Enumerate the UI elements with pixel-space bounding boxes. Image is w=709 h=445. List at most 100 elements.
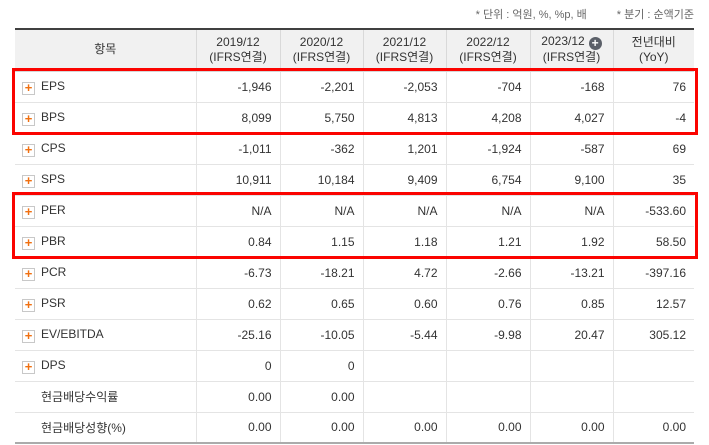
row-label: PER: [41, 202, 66, 217]
table-cell: 0.00: [195, 381, 280, 413]
row-label: 현금배당성향(%): [41, 420, 126, 435]
table-cell: -168: [529, 71, 613, 103]
expand-row-icon[interactable]: +: [22, 329, 35, 343]
table-cell: 0.84: [195, 226, 280, 258]
row-label-cell: + CPS: [15, 133, 196, 165]
table-cell: N/A: [195, 195, 280, 227]
row-label: EV/EBITDA: [41, 326, 104, 341]
table-cell: 0.00: [362, 412, 446, 444]
expand-row-icon[interactable]: +: [22, 236, 35, 250]
table-cell: 1.15: [279, 226, 363, 258]
expand-row-icon[interactable]: +: [22, 360, 35, 374]
table-body: + EPS -1,946 -2,201 -2,053 -704 -168 76 +…: [15, 71, 694, 444]
column-header-2022-12: 2022/12 (IFRS연결): [445, 28, 530, 72]
table-cell: -18.21: [279, 257, 363, 289]
table-cell: -587: [529, 133, 613, 165]
table-cell: N/A: [529, 195, 613, 227]
expand-row-icon[interactable]: +: [22, 298, 35, 312]
table-cell: 1.21: [445, 226, 530, 258]
table-cell: [529, 381, 613, 413]
table-cell: -1,011: [195, 133, 280, 165]
per-share-metrics-table: 항목 2019/12 (IFRS연결) 2020/12 (IFRS연결) 202…: [15, 28, 694, 444]
table-cell: 0.00: [529, 412, 613, 444]
table-cell: 1,201: [362, 133, 446, 165]
table-cell: 5,750: [279, 102, 363, 134]
table-cell: -13.21: [529, 257, 613, 289]
column-header-item: 항목: [15, 28, 196, 72]
table-cell: -9.98: [445, 319, 530, 351]
row-label-cell: 현금배당성향(%): [15, 412, 196, 444]
table-cell: [445, 381, 530, 413]
expand-row-icon[interactable]: +: [22, 174, 35, 188]
table-cell: N/A: [362, 195, 446, 227]
row-label: DPS: [41, 357, 66, 372]
table-cell: [362, 350, 446, 382]
column-header-yoy: 전년대비 (YoY): [612, 28, 694, 72]
expand-row-icon[interactable]: +: [22, 205, 35, 219]
add-column-icon[interactable]: +: [588, 37, 602, 51]
table-cell: -5.44: [362, 319, 446, 351]
table-cell: N/A: [445, 195, 530, 227]
row-label-cell: 현금배당수익률: [15, 381, 196, 413]
table-cell: [445, 350, 530, 382]
expand-row-icon[interactable]: +: [22, 81, 35, 95]
row-label: 현금배당수익률: [41, 390, 119, 404]
legend-unit: * 단위 : 억원, %, %p, 배: [475, 9, 587, 21]
table-cell: 1.18: [362, 226, 446, 258]
table-cell: -1,924: [445, 133, 530, 165]
row-label-cell: + PSR: [15, 288, 196, 320]
table-cell: 20.47: [529, 319, 613, 351]
table-cell: 1.92: [529, 226, 613, 258]
row-label: PSR: [41, 295, 66, 310]
row-label: CPS: [41, 140, 66, 155]
table-cell: 58.50: [612, 226, 694, 258]
table-cell: 0.85: [529, 288, 613, 320]
table-cell: -2,201: [279, 71, 363, 103]
table-row: 현금배당수익률 0.00 0.00: [15, 381, 694, 413]
legend: * 단위 : 억원, %, %p, 배 * 분기 : 순액기준: [476, 6, 694, 22]
column-header-2021-12: 2021/12 (IFRS연결): [362, 28, 446, 72]
column-header-2023-12-label: 2023/12: [541, 34, 585, 49]
table-cell: [612, 381, 694, 413]
column-header-2023-12: 2023/12 + (IFRS연결): [529, 28, 613, 72]
table-row: + PCR -6.73 -18.21 4.72 -2.66 -13.21 -397…: [15, 257, 694, 289]
table-cell: 10,184: [279, 164, 363, 196]
table-cell: 6,754: [445, 164, 530, 196]
table-cell: [362, 381, 446, 413]
table-row: 현금배당성향(%) 0.00 0.00 0.00 0.00 0.00 0.00: [15, 412, 694, 444]
row-label-cell: + PCR: [15, 257, 196, 289]
header-row: 항목 2019/12 (IFRS연결) 2020/12 (IFRS연결) 202…: [15, 28, 694, 72]
table-cell: 0.00: [279, 412, 363, 444]
row-label: SPS: [41, 171, 66, 186]
table-cell: -397.16: [612, 257, 694, 289]
table-row: + EPS -1,946 -2,201 -2,053 -704 -168 76: [15, 71, 694, 103]
row-label: EPS: [41, 78, 66, 93]
table-row: + BPS 8,099 5,750 4,813 4,208 4,027 -4: [15, 102, 694, 134]
table-cell: 4,813: [362, 102, 446, 134]
table-cell: -4: [612, 102, 694, 134]
table-cell: -6.73: [195, 257, 280, 289]
table-cell: N/A: [279, 195, 363, 227]
row-label: PCR: [41, 264, 67, 279]
row-label-cell: + EV/EBITDA: [15, 319, 196, 351]
table-cell: 12.57: [612, 288, 694, 320]
table-cell: -2,053: [362, 71, 446, 103]
table-row: + PSR 0.62 0.65 0.60 0.76 0.85 12.57: [15, 288, 694, 320]
table-row: + SPS 10,911 10,184 9,409 6,754 9,100 35: [15, 164, 694, 196]
expand-row-icon[interactable]: +: [22, 143, 35, 157]
row-label-cell: + PBR: [15, 226, 196, 258]
table-row: + CPS -1,011 -362 1,201 -1,924 -587 69: [15, 133, 694, 165]
table-cell: 0.00: [445, 412, 530, 444]
table-row: + DPS 0 0: [15, 350, 694, 382]
table-cell: -25.16: [195, 319, 280, 351]
table-cell: -533.60: [612, 195, 694, 227]
expand-row-icon[interactable]: +: [22, 112, 35, 126]
table-cell: 0.00: [612, 412, 694, 444]
table-cell: -2.66: [445, 257, 530, 289]
expand-row-icon[interactable]: +: [22, 267, 35, 281]
table-cell: 0.00: [195, 412, 280, 444]
table-cell: 0.62: [195, 288, 280, 320]
table-cell: 0: [279, 350, 363, 382]
table-cell: 4.72: [362, 257, 446, 289]
